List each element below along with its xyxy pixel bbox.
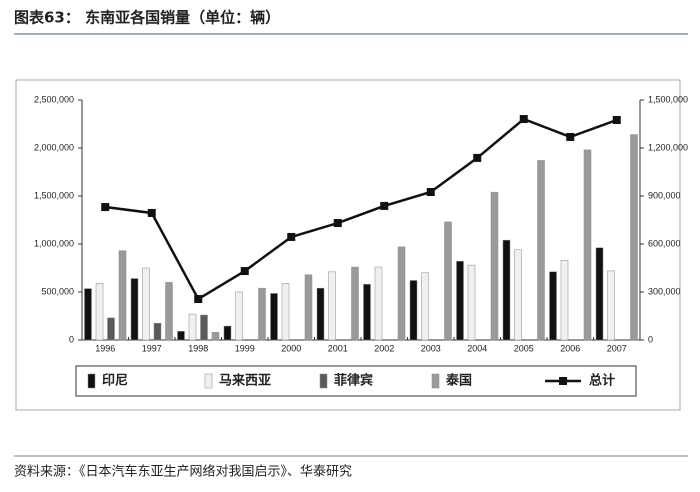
- bar: [270, 293, 278, 341]
- total-marker: [333, 219, 342, 228]
- bar: [549, 271, 557, 341]
- bar: [142, 267, 150, 341]
- legend-swatch: [319, 373, 328, 389]
- bar: [583, 149, 592, 341]
- total-marker: [566, 132, 575, 141]
- x-tick-label: 2001: [328, 343, 348, 353]
- bar: [421, 272, 429, 341]
- bar: [304, 274, 313, 341]
- bar: [84, 288, 92, 341]
- yticks-label: 2,000,000: [34, 142, 74, 152]
- bar: [316, 287, 325, 341]
- x-tick-label: 1997: [142, 343, 162, 353]
- bar: [258, 287, 266, 341]
- legend-label: 印尼: [102, 374, 128, 389]
- x-tick-label: 2000: [281, 343, 301, 353]
- bar: [281, 283, 290, 341]
- x-tick-label: 1996: [95, 343, 115, 353]
- bar: [630, 134, 638, 341]
- x-tick-label: 1999: [235, 343, 255, 353]
- bar: [490, 191, 499, 341]
- legend-label: 泰国: [445, 373, 472, 389]
- bar: [200, 314, 208, 341]
- legend-box: [75, 365, 637, 397]
- bar: [165, 282, 173, 341]
- yticks-label: 0: [69, 334, 74, 344]
- bar: [595, 247, 604, 341]
- y2ticks-label: 1,500,000: [648, 94, 688, 104]
- legend-label: 总计: [589, 373, 615, 389]
- total-marker: [101, 203, 110, 212]
- bar: [363, 284, 371, 341]
- legend-swatch: [431, 373, 440, 389]
- x-tick-label: 2007: [607, 343, 627, 353]
- y2ticks-label: 0: [648, 334, 653, 344]
- bar: [95, 283, 104, 341]
- bar: [235, 291, 243, 341]
- y2ticks-label: 1,200,000: [648, 142, 688, 152]
- bar: [211, 332, 220, 341]
- total-marker: [240, 267, 249, 276]
- total-marker: [380, 201, 389, 210]
- chart-frame: [15, 79, 681, 411]
- bar: [328, 271, 336, 341]
- y2ticks-label: 900,000: [648, 190, 681, 200]
- legend-marker: [559, 377, 567, 385]
- total-marker: [147, 208, 156, 217]
- yticks-label: 500,000: [41, 286, 74, 296]
- bar: [107, 317, 115, 341]
- bar: [444, 221, 452, 341]
- yticks-label: 1,500,000: [34, 190, 74, 200]
- yticks-label: 2,500,000: [34, 94, 74, 104]
- bar: [153, 322, 162, 341]
- total-marker: [426, 188, 435, 196]
- total-marker: [194, 295, 203, 304]
- bar: [514, 249, 522, 341]
- total-marker: [473, 153, 482, 162]
- bar: [188, 313, 197, 341]
- bar: [502, 239, 511, 341]
- yticks-label: 1,000,000: [34, 238, 74, 248]
- bar: [537, 160, 545, 341]
- bar: [130, 278, 139, 341]
- bar: [409, 280, 418, 341]
- bar: [607, 270, 615, 341]
- bar: [374, 266, 383, 341]
- bar: [223, 325, 232, 341]
- source: 资料来源：《日本汽车东亚生产网络对我国启示》、华泰研究: [14, 464, 352, 480]
- total-marker: [519, 115, 528, 124]
- bar: [351, 266, 359, 341]
- bar: [397, 246, 406, 341]
- x-tick-label: 2005: [514, 343, 534, 353]
- total-line: [105, 117, 618, 301]
- legend-label: 马来西亚: [219, 373, 271, 389]
- legend-swatch: [87, 373, 96, 389]
- total-marker: [287, 232, 296, 241]
- total-marker: [612, 116, 621, 124]
- y2ticks-label: 600,000: [648, 238, 681, 248]
- legend-label: 菲律宾: [334, 373, 373, 389]
- x-tick-label: 2002: [374, 343, 394, 353]
- x-tick-label: 1998: [188, 343, 208, 353]
- x-tick-label: 2004: [467, 343, 487, 353]
- bar: [456, 261, 464, 341]
- bar: [560, 260, 569, 341]
- x-tick-label: 2006: [560, 343, 580, 353]
- legend-swatch: [204, 373, 213, 389]
- page-title: 图表63： 东南亚各国销量（单位：辆）: [14, 9, 280, 27]
- bar: [467, 264, 476, 341]
- bar: [118, 250, 127, 341]
- x-tick-label: 2003: [421, 343, 441, 353]
- y2ticks-label: 300,000: [648, 286, 681, 296]
- bar: [177, 331, 185, 341]
